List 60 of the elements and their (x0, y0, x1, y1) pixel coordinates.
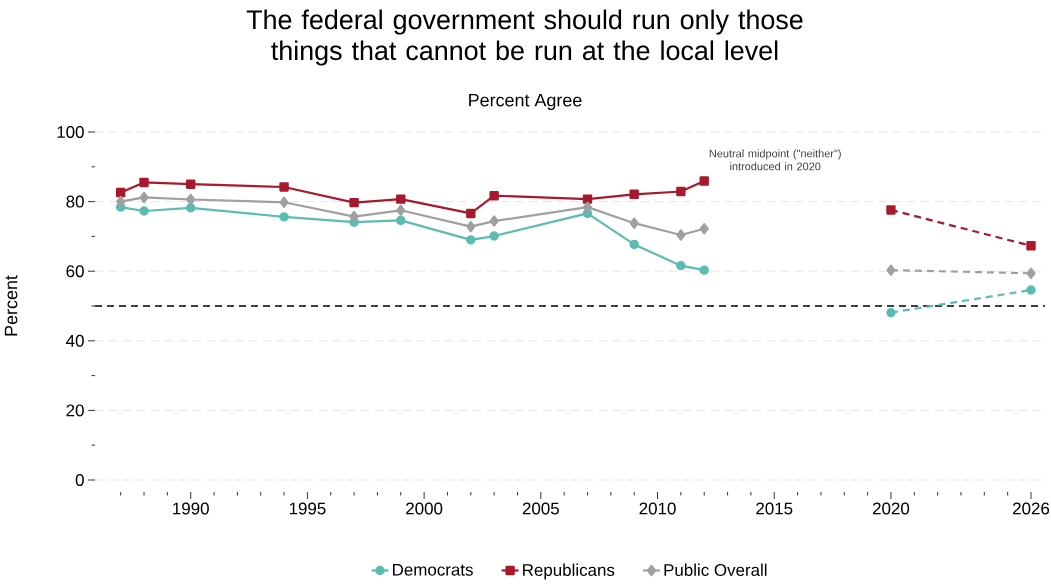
point (676, 260, 686, 271)
point (629, 239, 639, 250)
x-tick-label: 1995 (289, 502, 326, 515)
y-tick-label: 0 (75, 474, 84, 486)
legend-label: Public Overall (664, 563, 767, 577)
point (139, 206, 149, 216)
point (886, 205, 896, 215)
point (699, 265, 709, 275)
point (396, 194, 406, 204)
point (489, 190, 499, 201)
x-tick-label: 2005 (522, 502, 559, 515)
point (582, 194, 593, 204)
point (139, 177, 149, 188)
x-tick-label: 2015 (756, 502, 793, 515)
y-tick-label: 100 (57, 126, 84, 138)
point (466, 208, 476, 219)
x-tick-label: 2026 (1013, 502, 1050, 515)
point (396, 215, 406, 226)
point (629, 217, 639, 229)
annotation: Neutral midpoint ("neither") introduced in 2020 (709, 149, 841, 171)
x-tick-label: 2020 (872, 502, 910, 515)
y-tick-label: 20 (66, 404, 84, 417)
y-axis-title: Percent (4, 275, 18, 336)
x-tick-label: 2010 (639, 502, 676, 515)
point (186, 193, 196, 206)
point (676, 229, 686, 241)
legend-label: Republicans (523, 563, 615, 580)
point (279, 196, 289, 208)
legend-label: Democrats (393, 563, 473, 576)
point (279, 182, 289, 192)
point (582, 201, 593, 213)
point (466, 220, 476, 233)
y-tick-label: 40 (66, 334, 84, 347)
point (1026, 267, 1036, 279)
point (489, 231, 499, 241)
point (116, 195, 126, 208)
point (1026, 241, 1036, 251)
chart-subtitle: Percent Agree (469, 93, 582, 111)
point (186, 203, 196, 213)
point (699, 176, 709, 186)
y-tick-label: 80 (66, 195, 84, 208)
point (186, 179, 196, 189)
x-tick-label: 1990 (173, 502, 209, 515)
point (466, 235, 476, 245)
chart-title: The federal government should run only those things that cannot be run at the local level (246, 9, 803, 66)
point (1026, 285, 1036, 295)
point (886, 264, 896, 276)
point (139, 191, 149, 204)
point (279, 212, 289, 222)
point (115, 187, 126, 198)
y-tick-label: 60 (66, 265, 84, 278)
x-tick-label: 2000 (406, 502, 443, 515)
point (349, 197, 359, 208)
point (349, 210, 359, 223)
point (396, 204, 406, 216)
point (886, 307, 896, 318)
point (489, 215, 499, 227)
point (676, 186, 686, 197)
point (699, 223, 709, 235)
point (629, 189, 639, 199)
